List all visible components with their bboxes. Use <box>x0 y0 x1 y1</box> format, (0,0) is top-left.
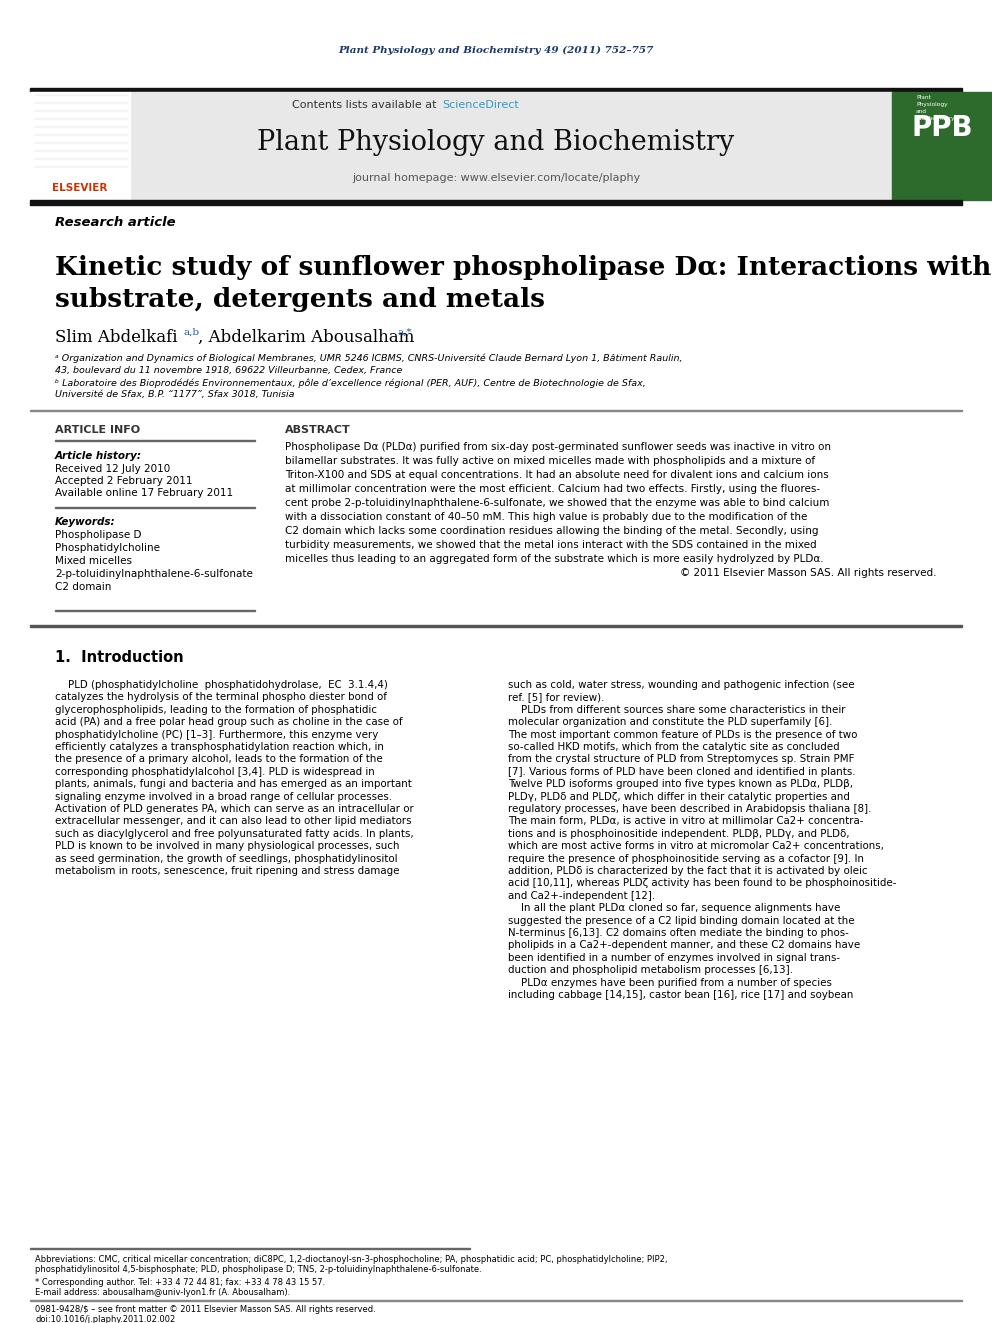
Text: Article history:: Article history: <box>55 451 142 460</box>
Text: turbidity measurements, we showed that the metal ions interact with the SDS cont: turbidity measurements, we showed that t… <box>285 540 816 550</box>
Text: E-mail address: abousalham@univ-lyon1.fr (A. Abousalham).: E-mail address: abousalham@univ-lyon1.fr… <box>35 1289 291 1297</box>
Text: Phosphatidylcholine: Phosphatidylcholine <box>55 542 160 553</box>
Text: ScienceDirect: ScienceDirect <box>442 101 519 110</box>
Text: duction and phospholipid metabolism processes [6,13].: duction and phospholipid metabolism proc… <box>508 966 793 975</box>
Text: catalyzes the hydrolysis of the terminal phospho diester bond of: catalyzes the hydrolysis of the terminal… <box>55 692 387 703</box>
Text: , Abdelkarim Abousalham: , Abdelkarim Abousalham <box>198 328 420 345</box>
Text: Plant Physiology and Biochemistry: Plant Physiology and Biochemistry <box>257 130 735 156</box>
Text: ᵃ Organization and Dynamics of Biological Membranes, UMR 5246 ICBMS, CNRS-Univer: ᵃ Organization and Dynamics of Biologica… <box>55 353 682 363</box>
Text: substrate, detergents and metals: substrate, detergents and metals <box>55 287 545 312</box>
Bar <box>30 200 962 205</box>
Bar <box>30 89 962 93</box>
Text: Plant Physiology and Biochemistry 49 (2011) 752–757: Plant Physiology and Biochemistry 49 (20… <box>338 45 654 54</box>
Text: such as cold, water stress, wounding and pathogenic infection (see: such as cold, water stress, wounding and… <box>508 680 855 691</box>
Text: Triton-X100 and SDS at equal concentrations. It had an absolute need for divalen: Triton-X100 and SDS at equal concentrati… <box>285 470 828 480</box>
Text: as seed germination, the growth of seedlings, phosphatidylinositol: as seed germination, the growth of seedl… <box>55 853 398 864</box>
Text: acid [10,11], whereas PLDζ activity has been found to be phosphoinositide-: acid [10,11], whereas PLDζ activity has … <box>508 878 897 889</box>
Text: ref. [5] for review).: ref. [5] for review). <box>508 692 604 703</box>
Text: plants, animals, fungi and bacteria and has emerged as an important: plants, animals, fungi and bacteria and … <box>55 779 412 790</box>
Text: the presence of a primary alcohol, leads to the formation of the: the presence of a primary alcohol, leads… <box>55 754 383 765</box>
Text: at millimolar concentration were the most efficient. Calcium had two effects. Fi: at millimolar concentration were the mos… <box>285 484 820 493</box>
Text: a,b: a,b <box>183 328 199 336</box>
Text: including cabbage [14,15], castor bean [16], rice [17] and soybean: including cabbage [14,15], castor bean [… <box>508 990 853 1000</box>
Text: N-terminus [6,13]. C2 domains often mediate the binding to phos-: N-terminus [6,13]. C2 domains often medi… <box>508 927 849 938</box>
Text: ABSTRACT: ABSTRACT <box>285 425 351 435</box>
Text: tions and is phosphoinositide independent. PLDβ, PLDγ, and PLDδ,: tions and is phosphoinositide independen… <box>508 828 849 839</box>
Text: Phospholipase D: Phospholipase D <box>55 531 142 540</box>
Text: [7]. Various forms of PLD have been cloned and identified in plants.: [7]. Various forms of PLD have been clon… <box>508 767 855 777</box>
Text: The main form, PLDα, is active in vitro at millimolar Ca2+ concentra-: The main form, PLDα, is active in vitro … <box>508 816 863 827</box>
Text: so-called HKD motifs, which from the catalytic site as concluded: so-called HKD motifs, which from the cat… <box>508 742 839 751</box>
Text: suggested the presence of a C2 lipid binding domain located at the: suggested the presence of a C2 lipid bin… <box>508 916 855 926</box>
Text: ARTICLE INFO: ARTICLE INFO <box>55 425 140 435</box>
Text: molecular organization and constitute the PLD superfamily [6].: molecular organization and constitute th… <box>508 717 832 728</box>
Text: 1.  Introduction: 1. Introduction <box>55 651 184 665</box>
Text: Accepted 2 February 2011: Accepted 2 February 2011 <box>55 476 192 486</box>
Text: which are most active forms in vitro at micromolar Ca2+ concentrations,: which are most active forms in vitro at … <box>508 841 884 851</box>
Bar <box>30 624 962 627</box>
Text: The most important common feature of PLDs is the presence of two: The most important common feature of PLD… <box>508 729 857 740</box>
Text: C2 domain which lacks some coordination residues allowing the binding of the met: C2 domain which lacks some coordination … <box>285 527 818 536</box>
Text: 43, boulevard du 11 novembre 1918, 69622 Villeurbanne, Cedex, France: 43, boulevard du 11 novembre 1918, 69622… <box>55 365 403 374</box>
Text: C2 domain: C2 domain <box>55 582 111 591</box>
Text: Phospholipase Dα (PLDα) purified from six-day post-germinated sunflower seeds wa: Phospholipase Dα (PLDα) purified from si… <box>285 442 831 452</box>
Text: 2-p-toluidinylnaphthalene-6-sulfonate: 2-p-toluidinylnaphthalene-6-sulfonate <box>55 569 253 579</box>
Text: metabolism in roots, senescence, fruit ripening and stress damage: metabolism in roots, senescence, fruit r… <box>55 867 400 876</box>
Text: Mixed micelles: Mixed micelles <box>55 556 132 566</box>
Text: from the crystal structure of PLD from Streptomyces sp. Strain PMF: from the crystal structure of PLD from S… <box>508 754 854 765</box>
Text: PLDα enzymes have been purified from a number of species: PLDα enzymes have been purified from a n… <box>508 978 832 987</box>
Text: pholipids in a Ca2+-dependent manner, and these C2 domains have: pholipids in a Ca2+-dependent manner, an… <box>508 941 860 950</box>
Text: * Corresponding author. Tel: +33 4 72 44 81; fax: +33 4 78 43 15 57.: * Corresponding author. Tel: +33 4 72 44… <box>35 1278 325 1287</box>
Text: a,*: a,* <box>398 328 413 336</box>
Text: signaling enzyme involved in a broad range of cellular processes.: signaling enzyme involved in a broad ran… <box>55 791 392 802</box>
Text: corresponding phosphatidylalcohol [3,4]. PLD is widespread in: corresponding phosphatidylalcohol [3,4].… <box>55 767 375 777</box>
Text: extracellular messenger, and it can also lead to other lipid mediators: extracellular messenger, and it can also… <box>55 816 412 827</box>
Text: cent probe 2-p-toluidinylnaphthalene-6-sulfonate, we showed that the enzyme was : cent probe 2-p-toluidinylnaphthalene-6-s… <box>285 497 829 508</box>
Text: journal homepage: www.elsevier.com/locate/plaphy: journal homepage: www.elsevier.com/locat… <box>352 173 640 183</box>
Text: Abbreviations: CMC, critical micellar concentration; diC8PC, 1,2-dioctanoyl-sn-3: Abbreviations: CMC, critical micellar co… <box>35 1256 668 1263</box>
Text: acid (PA) and a free polar head group such as choline in the case of: acid (PA) and a free polar head group su… <box>55 717 403 728</box>
Text: Slim Abdelkafi: Slim Abdelkafi <box>55 328 183 345</box>
Text: doi:10.1016/j.plaphy.2011.02.002: doi:10.1016/j.plaphy.2011.02.002 <box>35 1315 176 1323</box>
Text: Research article: Research article <box>55 217 176 229</box>
Text: ELSEVIER: ELSEVIER <box>53 183 108 193</box>
Text: phosphatidylcholine (PC) [1–3]. Furthermore, this enzyme very: phosphatidylcholine (PC) [1–3]. Furtherm… <box>55 729 378 740</box>
Text: Plant
Physiology
and
Biochemistry: Plant Physiology and Biochemistry <box>916 95 954 120</box>
Text: been identified in a number of enzymes involved in signal trans-: been identified in a number of enzymes i… <box>508 953 840 963</box>
Text: Received 12 July 2010: Received 12 July 2010 <box>55 464 171 474</box>
Text: ᵇ Laboratoire des Bioprodédés Environnementaux, pôle d’excellence régional (PER,: ᵇ Laboratoire des Bioprodédés Environnem… <box>55 378 646 388</box>
Text: addition, PLDδ is characterized by the fact that it is activated by oleic: addition, PLDδ is characterized by the f… <box>508 867 868 876</box>
Text: phosphatidylinositol 4,5-bisphosphate; PLD, phospholipase D; TNS, 2-p-toluidinyl: phosphatidylinositol 4,5-bisphosphate; P… <box>35 1265 482 1274</box>
Text: Kinetic study of sunflower phospholipase Dα: Interactions with micellar: Kinetic study of sunflower phospholipase… <box>55 255 992 280</box>
Text: Université de Sfax, B.P. “1177”, Sfax 3018, Tunisia: Université de Sfax, B.P. “1177”, Sfax 30… <box>55 390 295 400</box>
Bar <box>30 93 130 200</box>
Text: 0981-9428/$ – see front matter © 2011 Elsevier Masson SAS. All rights reserved.: 0981-9428/$ – see front matter © 2011 El… <box>35 1304 376 1314</box>
Text: efficiently catalyzes a transphosphatidylation reaction which, in: efficiently catalyzes a transphosphatidy… <box>55 742 384 751</box>
Text: PPB: PPB <box>912 114 973 142</box>
Text: such as diacylglycerol and free polyunsaturated fatty acids. In plants,: such as diacylglycerol and free polyunsa… <box>55 828 414 839</box>
Text: © 2011 Elsevier Masson SAS. All rights reserved.: © 2011 Elsevier Masson SAS. All rights r… <box>681 568 937 578</box>
Bar <box>892 93 992 200</box>
Text: Contents lists available at: Contents lists available at <box>292 101 440 110</box>
Text: bilamellar substrates. It was fully active on mixed micelles made with phospholi: bilamellar substrates. It was fully acti… <box>285 456 815 466</box>
Text: In all the plant PLDα cloned so far, sequence alignments have: In all the plant PLDα cloned so far, seq… <box>508 904 840 913</box>
Text: PLD is known to be involved in many physiological processes, such: PLD is known to be involved in many phys… <box>55 841 400 851</box>
Text: PLDγ, PLDδ and PLDζ, which differ in their catalytic properties and: PLDγ, PLDδ and PLDζ, which differ in the… <box>508 791 850 802</box>
Text: regulatory processes, have been described in Arabidopsis thaliana [8].: regulatory processes, have been describe… <box>508 804 871 814</box>
Text: Keywords:: Keywords: <box>55 517 116 527</box>
Bar <box>130 93 892 200</box>
Text: PLDs from different sources share some characteristics in their: PLDs from different sources share some c… <box>508 705 845 714</box>
Text: with a dissociation constant of 40–50 mM. This high value is probably due to the: with a dissociation constant of 40–50 mM… <box>285 512 807 523</box>
Text: and Ca2+-independent [12].: and Ca2+-independent [12]. <box>508 890 655 901</box>
Text: Twelve PLD isoforms grouped into five types known as PLDα, PLDβ,: Twelve PLD isoforms grouped into five ty… <box>508 779 853 790</box>
Text: PLD (phosphatidylcholine  phosphatidohydrolase,  EC  3.1.4,4): PLD (phosphatidylcholine phosphatidohydr… <box>55 680 388 691</box>
Text: glycerophospholipids, leading to the formation of phosphatidic: glycerophospholipids, leading to the for… <box>55 705 377 714</box>
Text: Available online 17 February 2011: Available online 17 February 2011 <box>55 488 233 497</box>
Text: require the presence of phosphoinositide serving as a cofactor [9]. In: require the presence of phosphoinositide… <box>508 853 864 864</box>
Text: Activation of PLD generates PA, which can serve as an intracellular or: Activation of PLD generates PA, which ca… <box>55 804 414 814</box>
Text: micelles thus leading to an aggregated form of the substrate which is more easil: micelles thus leading to an aggregated f… <box>285 554 823 564</box>
